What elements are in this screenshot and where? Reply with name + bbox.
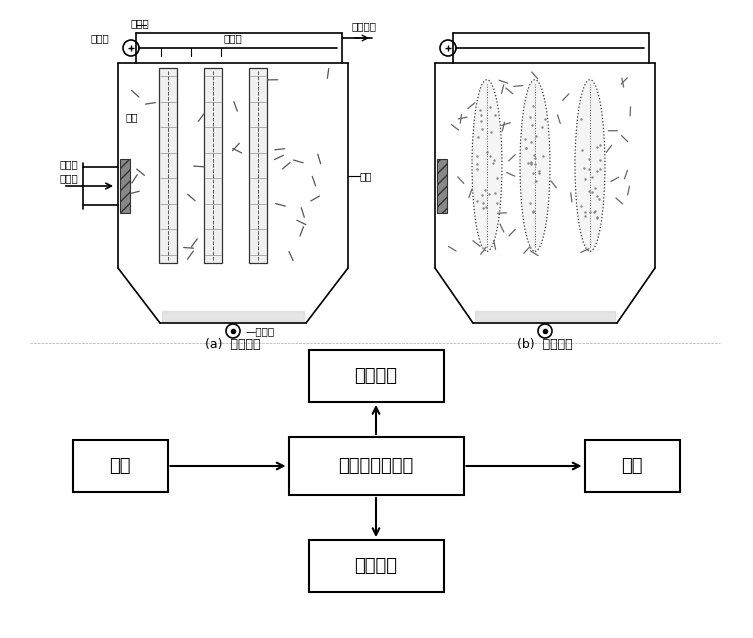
Bar (309, 350, 444, 402)
Text: 清灰系统: 清灰系统 (355, 557, 398, 575)
Polygon shape (475, 311, 615, 321)
Text: 净气室: 净气室 (131, 18, 150, 28)
Ellipse shape (472, 80, 502, 251)
Bar (249, 68, 267, 263)
Ellipse shape (520, 80, 550, 251)
Text: 滤袋: 滤袋 (126, 112, 139, 122)
Text: 喷吹管: 喷吹管 (224, 33, 242, 43)
Text: 净气排放: 净气排放 (355, 367, 398, 385)
Text: (a)  过滤状态: (a) 过滤状态 (206, 339, 261, 352)
Text: 脉冲阀: 脉冲阀 (90, 33, 109, 43)
Text: 筱体: 筱体 (360, 171, 373, 181)
Text: 烟气: 烟气 (109, 457, 131, 475)
Bar (309, 540, 444, 592)
Bar (584, 440, 679, 492)
Text: 气入口: 气入口 (59, 173, 78, 183)
Bar (204, 68, 222, 263)
Text: —回转阀: —回转阀 (245, 326, 274, 336)
Polygon shape (162, 311, 304, 321)
Bar (437, 159, 447, 213)
Bar (159, 68, 177, 263)
Text: (b)  清灰状态: (b) 清灰状态 (517, 339, 573, 352)
Bar (72, 440, 167, 492)
Text: 含尘空: 含尘空 (59, 159, 78, 169)
Text: 脉冲袋式集尘器: 脉冲袋式集尘器 (338, 457, 413, 475)
Bar (120, 159, 130, 213)
Ellipse shape (575, 80, 605, 251)
Bar (288, 437, 464, 495)
Text: 風机: 風机 (621, 457, 643, 475)
Text: 净气出口: 净气出口 (352, 21, 377, 31)
